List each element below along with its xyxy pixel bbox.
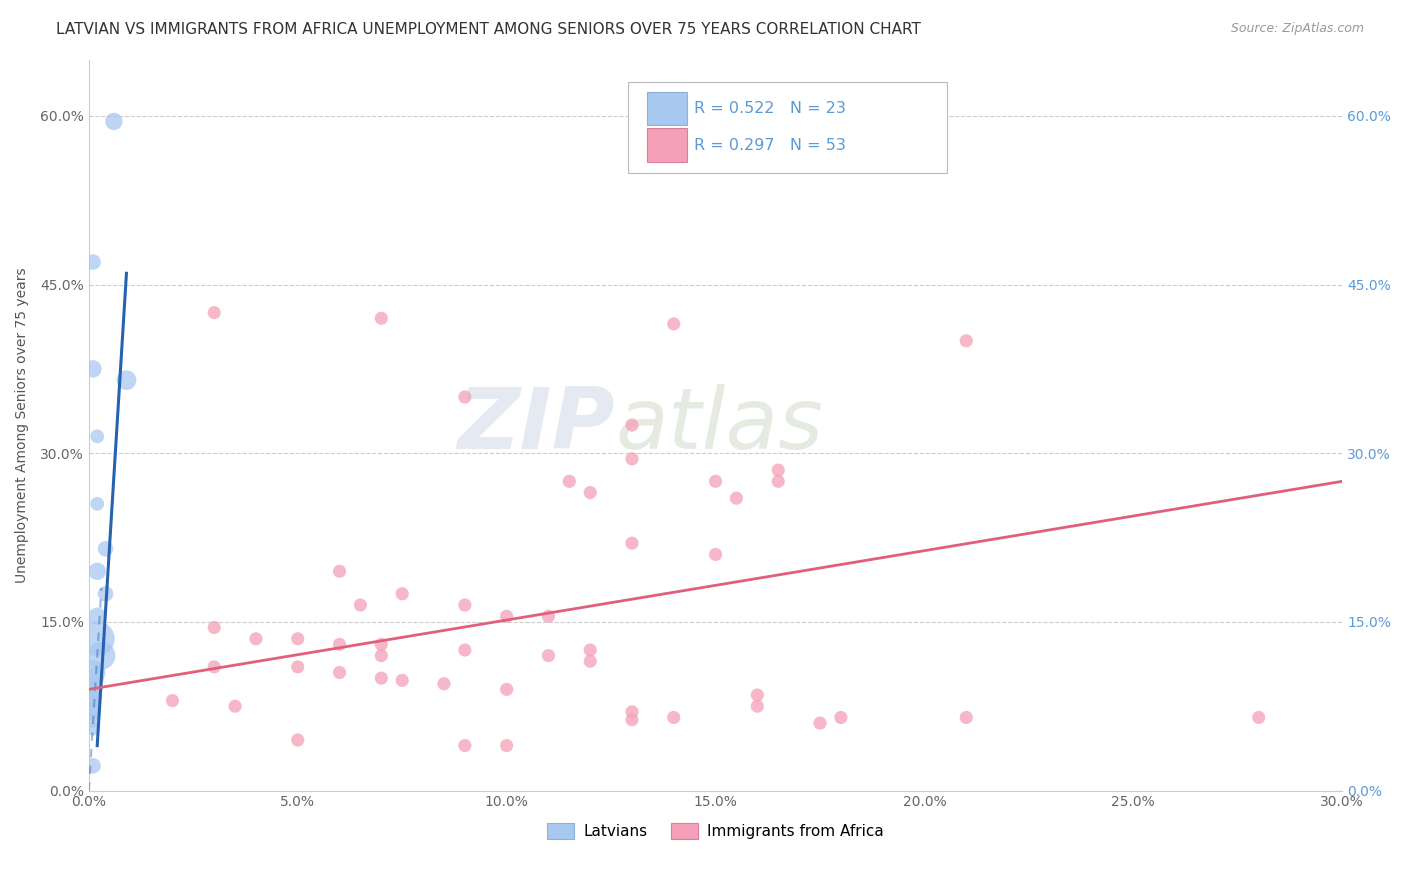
Point [82,362,104,376]
Point [454,390,477,404]
Point [558,475,581,489]
Point [328,637,350,651]
Point [454,643,477,657]
Point [495,739,517,753]
Point [287,733,309,747]
Point [579,485,602,500]
Point [830,710,852,724]
Point [662,317,685,331]
Text: R = 0.522   N = 23: R = 0.522 N = 23 [695,101,846,116]
Point [579,654,602,668]
Point [620,705,643,719]
Point [454,739,477,753]
Point [82,684,104,698]
Point [1247,710,1270,724]
Point [704,548,727,562]
Point [620,451,643,466]
Point [747,699,769,714]
Point [370,648,392,663]
Point [704,475,727,489]
Point [328,564,350,578]
Point [620,418,643,433]
Point [537,648,560,663]
Point [86,497,108,511]
Point [94,541,117,556]
Text: Source: ZipAtlas.com: Source: ZipAtlas.com [1230,22,1364,36]
Point [86,609,108,624]
Point [768,463,790,477]
Y-axis label: Unemployment Among Seniors over 75 years: Unemployment Among Seniors over 75 years [15,268,30,582]
Point [955,710,977,724]
Point [202,660,225,674]
Point [955,334,977,348]
Point [82,255,104,269]
Point [287,660,309,674]
Point [82,759,104,773]
Point [725,491,748,506]
Text: ZIP: ZIP [458,384,616,467]
Point [370,637,392,651]
Point [495,609,517,624]
Point [82,707,104,722]
FancyBboxPatch shape [628,81,948,173]
Point [82,665,104,680]
Legend: Latvians, Immigrants from Africa: Latvians, Immigrants from Africa [541,817,890,845]
Point [620,536,643,550]
Point [224,699,246,714]
Point [391,587,413,601]
Point [86,564,108,578]
Point [391,673,413,688]
Point [82,722,104,736]
Text: atlas: atlas [616,384,824,467]
Point [349,598,371,612]
Point [82,671,104,685]
Point [620,713,643,727]
FancyBboxPatch shape [647,128,686,162]
Point [94,587,117,601]
Point [202,620,225,634]
Point [90,648,112,663]
Point [103,114,125,128]
Point [579,643,602,657]
Point [433,677,456,691]
Point [370,671,392,685]
Point [162,693,184,707]
Point [86,429,108,443]
Point [662,710,685,724]
Text: R = 0.297   N = 53: R = 0.297 N = 53 [695,137,846,153]
Point [86,632,108,646]
Point [287,632,309,646]
Point [537,609,560,624]
Point [82,714,104,728]
Point [328,665,350,680]
Text: LATVIAN VS IMMIGRANTS FROM AFRICA UNEMPLOYMENT AMONG SENIORS OVER 75 YEARS CORRE: LATVIAN VS IMMIGRANTS FROM AFRICA UNEMPL… [56,22,921,37]
Point [115,373,138,387]
Point [747,688,769,702]
Point [370,311,392,326]
Point [82,696,104,710]
FancyBboxPatch shape [647,92,686,126]
Point [245,632,267,646]
Point [82,680,104,694]
Point [454,598,477,612]
Point [808,716,831,731]
Point [202,305,225,319]
Point [82,691,104,706]
Point [768,475,790,489]
Point [495,682,517,697]
Point [82,703,104,717]
